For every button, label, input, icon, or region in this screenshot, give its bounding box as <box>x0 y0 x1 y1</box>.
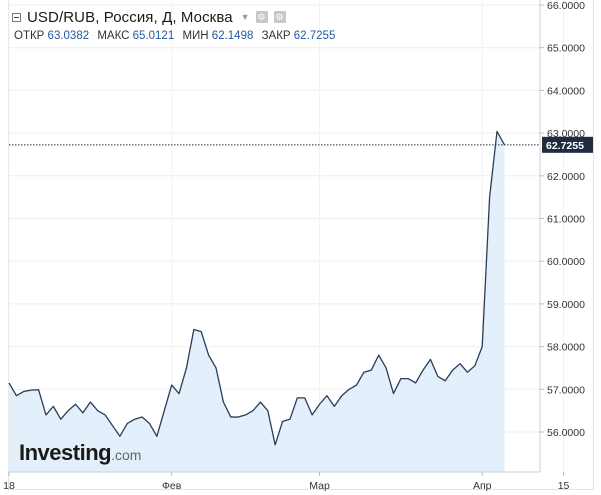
ohlc-open-label: ОТКР <box>14 30 45 42</box>
investing-logo: Investing .com <box>19 440 141 466</box>
y-tick-label: 62.0000 <box>547 171 585 183</box>
settings-icon[interactable]: ⚙ <box>255 11 268 23</box>
x-tick-label: 18 <box>3 480 15 492</box>
collapse-icon[interactable] <box>12 12 21 22</box>
gear-icon[interactable]: ⚙ <box>273 11 286 23</box>
ohlc-close-label: ЗАКР <box>261 30 291 42</box>
y-tick-label: 56.0000 <box>547 427 585 439</box>
ohlc-high-label: МАКС <box>97 30 130 42</box>
last-value-layer: 62.7255 <box>9 136 593 153</box>
y-tick-label: 64.0000 <box>547 85 585 97</box>
x-tick-label: Апр <box>473 480 492 492</box>
ohlc-low-value: 62.1498 <box>211 30 254 42</box>
x-tick-label: 15 <box>558 480 570 492</box>
x-axis: 18 Фев Мар Апр 15 <box>3 471 570 492</box>
chevron-down-icon[interactable]: ▼ <box>240 12 250 22</box>
ohlc-open-value: 63.0382 <box>47 30 90 42</box>
ohlc-readout: ОТКР 63.0382 МАКС 65.0121 МИН 62.1498 ЗА… <box>14 30 340 42</box>
area-layer <box>8 130 505 472</box>
last-value-badge <box>542 136 593 153</box>
ohlc-high-value: 65.0121 <box>132 30 175 42</box>
y-tick-label: 58.0000 <box>547 342 585 354</box>
ohlc-close-value: 62.7255 <box>293 30 336 42</box>
x-tick-label: Фев <box>162 480 182 492</box>
logo-domain: .com <box>111 447 142 463</box>
chart-title[interactable]: USD/RUB, Россия, Д, Москва <box>27 8 233 26</box>
y-tick-label: 66.0000 <box>547 0 585 12</box>
y-axis: 56.0000 57.0000 58.0000 59.0000 60.0000 61.00… <box>539 0 585 472</box>
y-tick-label: 59.0000 <box>547 299 585 311</box>
logo-brand: Investing <box>19 440 112 465</box>
area-fill <box>9 131 505 472</box>
y-tick-label: 57.0000 <box>547 384 585 396</box>
y-tick-label: 61.0000 <box>547 214 585 226</box>
ohlc-low-label: МИН <box>182 30 209 42</box>
series-line <box>8 130 505 446</box>
y-tick-label: 65.0000 <box>547 43 585 55</box>
chart-header: USD/RUB, Россия, Д, Москва ▼ ⚙ ⚙ <box>12 6 286 28</box>
last-value-label: 62.7255 <box>546 140 584 152</box>
y-tick-label: 60.0000 <box>547 256 585 268</box>
x-tick-label: Мар <box>309 480 330 492</box>
